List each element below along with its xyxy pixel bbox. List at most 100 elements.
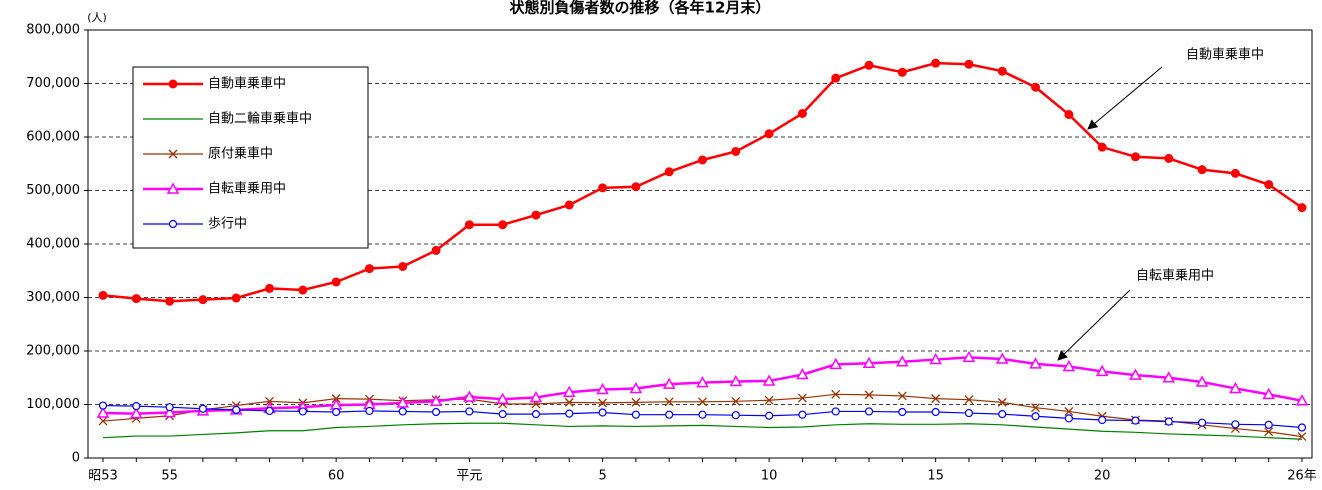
point: [764, 395, 774, 405]
point: [130, 407, 143, 419]
point: [96, 406, 110, 418]
point: [1164, 153, 1174, 163]
point: [864, 60, 874, 70]
point: [429, 394, 443, 407]
point: [331, 277, 341, 287]
point: [762, 374, 776, 386]
point: [931, 394, 941, 404]
point: [1264, 420, 1273, 429]
point: [131, 294, 141, 304]
legend-box: [132, 66, 369, 249]
point: [995, 352, 1009, 364]
point: [1297, 432, 1307, 442]
point: [997, 397, 1007, 407]
point: [696, 376, 709, 388]
point: [564, 200, 574, 210]
point: [698, 397, 707, 407]
point: [165, 403, 174, 412]
point: [1064, 110, 1074, 120]
point: [564, 397, 574, 407]
point: [166, 182, 180, 194]
x-tick-label: 15: [927, 469, 944, 484]
point: [629, 381, 643, 394]
point: [896, 355, 909, 367]
legend-label: 自動車乗車中: [208, 77, 286, 92]
point: [764, 129, 774, 139]
point: [265, 406, 274, 416]
point: [332, 407, 341, 417]
point: [464, 220, 474, 230]
point: [98, 416, 108, 426]
point: [897, 391, 907, 401]
point: [797, 108, 807, 118]
point: [664, 397, 674, 407]
point: [1164, 417, 1173, 426]
point: [596, 382, 609, 395]
point: [1098, 415, 1107, 425]
point: [431, 245, 441, 255]
point: [398, 261, 408, 271]
point: [198, 295, 208, 305]
point: [864, 407, 874, 416]
point: [1029, 357, 1042, 369]
y-tick-label: 600,000: [26, 130, 80, 145]
y-tick-label: 300,000: [26, 290, 80, 305]
point: [132, 402, 141, 411]
point: [565, 409, 574, 418]
point: [1031, 82, 1041, 92]
point: [998, 410, 1007, 419]
point: [498, 220, 508, 230]
point: [1162, 371, 1176, 383]
point: [664, 167, 674, 177]
point: [1195, 375, 1209, 387]
point: [563, 385, 576, 397]
point: [997, 66, 1007, 76]
point: [964, 395, 974, 405]
series: [98, 58, 1307, 306]
x-tick-label: 55: [161, 469, 178, 484]
y-tick-label: 700,000: [26, 76, 80, 91]
point: [1229, 381, 1242, 394]
point: [729, 374, 743, 387]
point: [1131, 416, 1140, 425]
point: [831, 73, 841, 83]
point: [862, 356, 876, 369]
x-tick-label: 26年: [1287, 469, 1317, 484]
point: [265, 396, 274, 406]
series: [96, 350, 1309, 419]
point: [1197, 418, 1207, 427]
point: [1130, 152, 1140, 162]
point: [897, 67, 907, 77]
point: [231, 293, 241, 303]
point: [531, 410, 541, 419]
annotation: 自動車乗車中: [1186, 48, 1264, 63]
point: [431, 407, 441, 417]
y-unit: (人): [87, 11, 107, 24]
x-tick-label: 60: [328, 469, 345, 484]
point: [929, 353, 942, 365]
point: [396, 396, 410, 408]
point: [864, 390, 874, 400]
point: [1297, 423, 1307, 432]
x-tick-label: 20: [1094, 469, 1111, 484]
point: [1064, 414, 1073, 423]
point: [1295, 394, 1309, 406]
point: [931, 58, 941, 68]
y-tick-label: 400,000: [26, 237, 80, 252]
point: [1230, 168, 1240, 178]
point: [1097, 142, 1107, 152]
point: [698, 410, 707, 419]
x-tick-label: 昭53: [88, 469, 118, 484]
y-tick-label: 0: [72, 451, 80, 466]
point: [698, 155, 707, 165]
point: [831, 389, 841, 399]
point: [529, 391, 543, 403]
point: [165, 296, 175, 306]
point: [1031, 403, 1041, 413]
chart-title: 状態別負傷者数の推移（各年12月末）: [510, 0, 771, 17]
point: [1262, 387, 1275, 400]
point: [765, 411, 774, 420]
point: [1062, 359, 1076, 372]
line: [102, 422, 1303, 440]
